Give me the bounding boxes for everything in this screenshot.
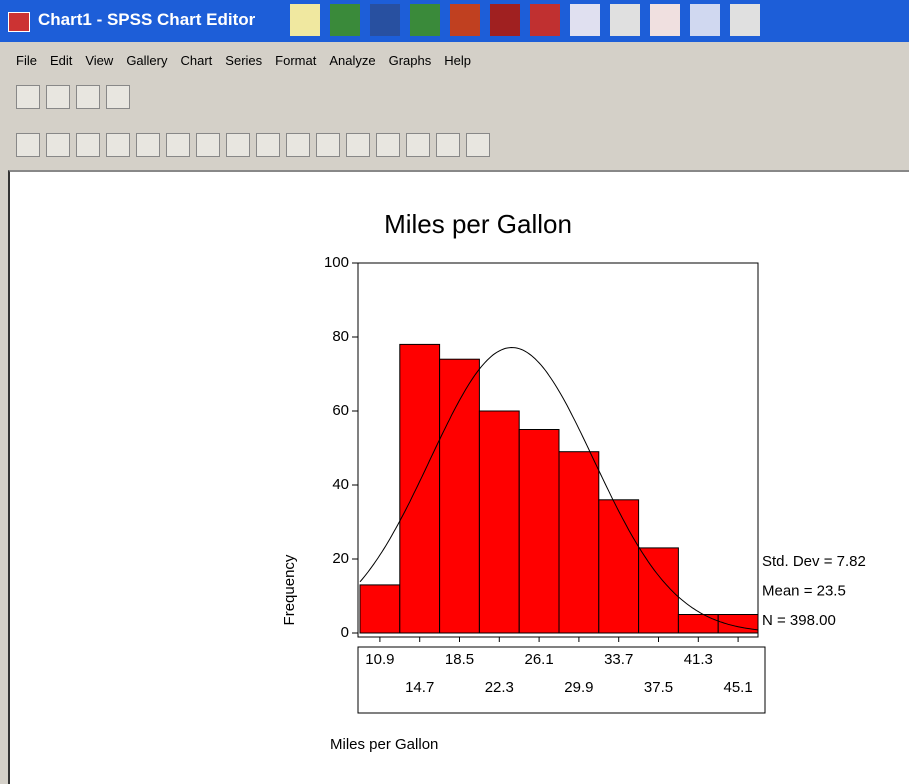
x-label-box — [357, 646, 766, 714]
x-tick-label: 29.9 — [564, 679, 593, 696]
bar — [598, 499, 640, 634]
menu-item[interactable]: Series — [225, 52, 263, 68]
bar — [478, 410, 520, 634]
stat-label: N = 398.00 — [762, 612, 836, 629]
tool-button[interactable] — [46, 133, 70, 157]
bar — [558, 451, 600, 634]
tool-button[interactable] — [406, 133, 430, 157]
title-bar: Chart1 - SPSS Chart Editor — [0, 0, 909, 42]
tool-button[interactable] — [436, 133, 460, 157]
tool-button[interactable] — [466, 133, 490, 157]
bar — [677, 614, 719, 634]
bar — [638, 547, 679, 634]
tool-button[interactable] — [256, 133, 280, 157]
app-icon — [8, 12, 30, 32]
y-tick-label: 0 — [341, 624, 349, 641]
x-tick-label: 18.5 — [445, 651, 474, 668]
stat-label: Mean = 23.5 — [762, 582, 846, 599]
tool-button[interactable] — [376, 133, 400, 157]
plot-frame — [357, 262, 759, 638]
x-tick-label: 26.1 — [524, 651, 553, 668]
tool-button[interactable] — [316, 133, 340, 157]
menu-item[interactable]: Graphs — [388, 52, 432, 68]
tool-button[interactable] — [196, 133, 220, 157]
toolbar — [16, 80, 130, 114]
toolbar — [16, 128, 490, 162]
menu-bar: File Edit View Gallery Chart Series Format Anal… — [0, 48, 471, 72]
menu-item[interactable]: View — [85, 52, 114, 68]
tool-button[interactable] — [346, 133, 370, 157]
y-tick-label: 40 — [332, 476, 349, 493]
menu-item[interactable]: File — [16, 52, 37, 68]
menu-item[interactable]: Edit — [49, 52, 73, 68]
menu-item[interactable]: Analyze — [329, 52, 376, 68]
y-axis-label: Frequency — [281, 554, 298, 625]
y-tick-label: 100 — [324, 254, 349, 271]
tool-button[interactable] — [16, 85, 40, 109]
x-tick-label: 10.9 — [365, 651, 394, 668]
x-tick-label: 22.3 — [485, 679, 514, 696]
tool-button[interactable] — [76, 133, 100, 157]
x-tick-label: 41.3 — [684, 651, 713, 668]
tool-button[interactable] — [76, 85, 100, 109]
taskbar-icons — [290, 4, 760, 36]
tool-button[interactable] — [106, 133, 130, 157]
y-tick-label: 20 — [332, 550, 349, 567]
normal-curve — [359, 346, 759, 631]
tool-button[interactable] — [106, 85, 130, 109]
tool-button[interactable] — [286, 133, 310, 157]
y-tick-label: 60 — [332, 402, 349, 419]
x-tick-label: 45.1 — [723, 679, 752, 696]
tool-button[interactable] — [16, 133, 40, 157]
bar — [399, 343, 441, 634]
menu-item[interactable]: Format — [275, 52, 317, 68]
tool-button[interactable] — [226, 133, 250, 157]
chart-title: Miles per Gallon — [384, 209, 572, 239]
bar — [518, 429, 560, 634]
stat-label: Std. Dev = 7.82 — [762, 553, 866, 570]
tool-button[interactable] — [166, 133, 190, 157]
x-tick-label: 37.5 — [644, 679, 673, 696]
bar — [359, 584, 401, 634]
menu-item[interactable]: Chart — [180, 52, 213, 68]
menu-item[interactable]: Gallery — [126, 52, 168, 68]
tool-button[interactable] — [136, 133, 160, 157]
bar — [717, 614, 759, 634]
tool-button[interactable] — [46, 85, 70, 109]
x-axis-label: Miles per Gallon — [330, 736, 438, 753]
menu-item[interactable]: Help — [444, 52, 471, 68]
y-tick-label: 80 — [332, 328, 349, 345]
x-tick-label: 33.7 — [604, 651, 633, 668]
x-tick-label: 14.7 — [405, 679, 434, 696]
window-title: Chart1 - SPSS Chart Editor — [38, 10, 256, 29]
